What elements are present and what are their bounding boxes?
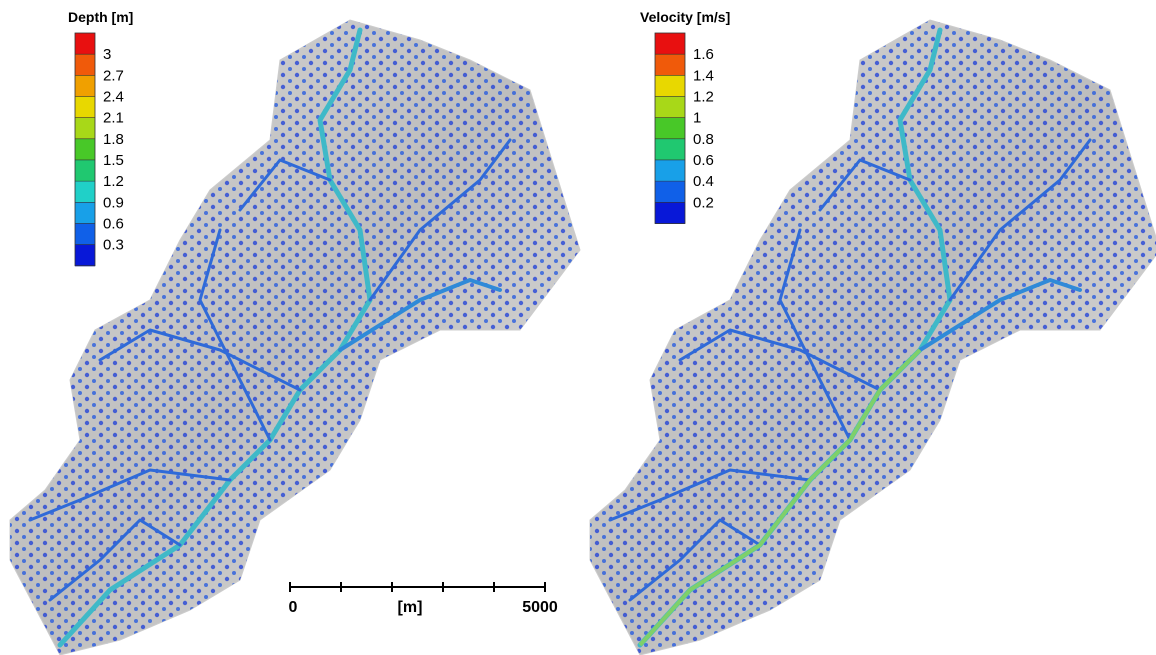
color-band <box>655 118 685 140</box>
color-band <box>655 202 685 224</box>
velocity-legend: Velocity [m/s] 1.6 1.4 1.2 1 0.8 0.6 0.4 0.2 <box>640 9 730 224</box>
legend-label: 0.8 <box>693 131 714 148</box>
legend-label: 0.6 <box>103 215 124 232</box>
legend-label: 2.1 <box>103 110 124 127</box>
color-band <box>75 33 95 55</box>
scale-end: 5000 <box>522 599 558 616</box>
legend-label: 1.4 <box>693 67 714 84</box>
depth-map <box>10 20 580 655</box>
color-band <box>75 75 95 97</box>
color-band <box>75 223 95 245</box>
legend-label: 0.4 <box>693 173 714 190</box>
legend-label: 1.2 <box>103 173 124 190</box>
legend-label: 1 <box>693 110 701 127</box>
color-band <box>655 160 685 182</box>
color-band <box>75 202 95 224</box>
color-band <box>655 54 685 76</box>
color-band <box>655 139 685 161</box>
color-band <box>75 245 95 267</box>
legend-label: 2.7 <box>103 67 124 84</box>
legend-label: 1.2 <box>693 88 714 105</box>
legend-label: 3 <box>103 46 111 63</box>
color-band <box>655 96 685 118</box>
legend-label: 0.3 <box>103 237 124 254</box>
figure: Depth [m] 3 2.7 2.4 2.1 1.8 1.5 1.2 0.9 0.6 0.3 V… <box>0 0 1156 655</box>
color-band <box>75 96 95 118</box>
legend-label: 0.6 <box>693 152 714 169</box>
scale-start: 0 <box>289 599 298 616</box>
legend-label: 2.4 <box>103 88 124 105</box>
legend-label: 1.5 <box>103 152 124 169</box>
legend-title: Velocity [m/s] <box>640 9 730 25</box>
legend-label: 0.9 <box>103 194 124 211</box>
depth-legend: Depth [m] 3 2.7 2.4 2.1 1.8 1.5 1.2 0.9 0.6 0.3 <box>68 9 133 266</box>
scale-unit: [m] <box>398 599 423 616</box>
legend-label: 1.6 <box>693 46 714 63</box>
color-band <box>75 139 95 161</box>
legend-label: 1.8 <box>103 131 124 148</box>
color-band <box>75 54 95 76</box>
legend-label: 0.2 <box>693 194 714 211</box>
color-band <box>75 118 95 140</box>
legend-title: Depth [m] <box>68 9 133 25</box>
scale-bar: 0 [m] 5000 <box>289 582 558 616</box>
color-band <box>75 160 95 182</box>
color-band <box>655 181 685 203</box>
color-band <box>75 181 95 203</box>
color-band <box>655 75 685 97</box>
color-band <box>655 33 685 55</box>
